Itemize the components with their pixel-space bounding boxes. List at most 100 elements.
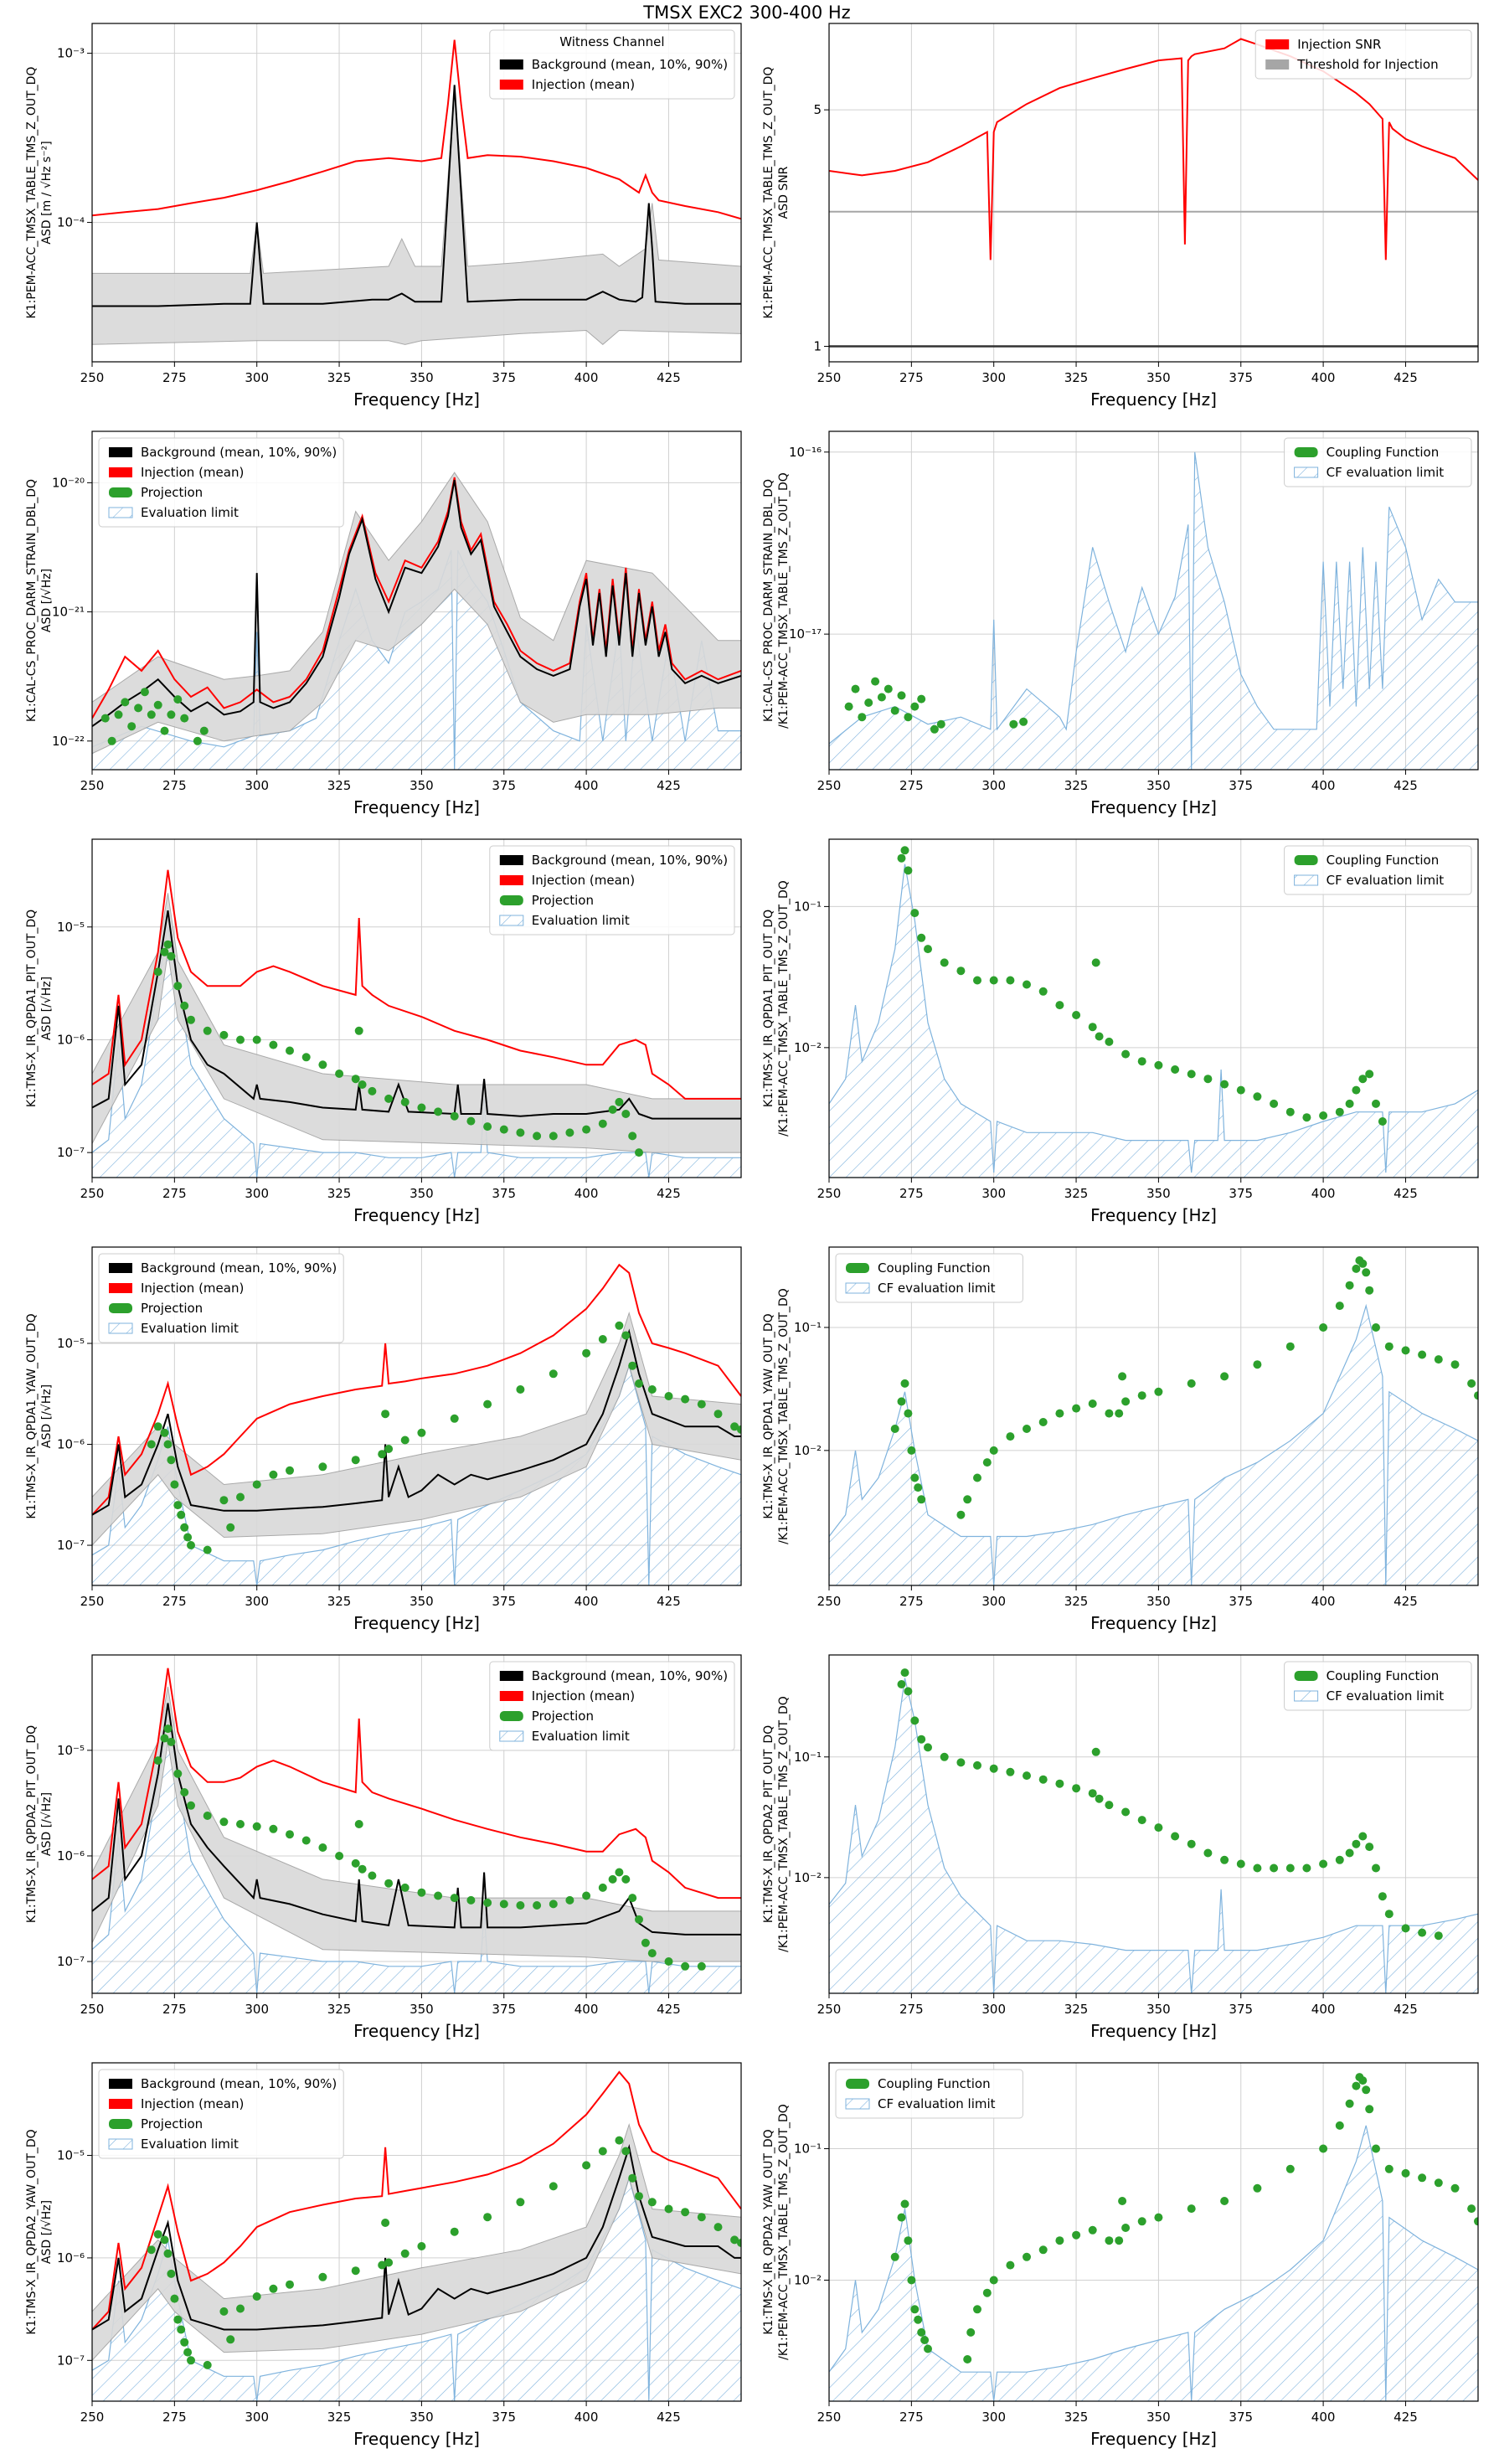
projection-point xyxy=(582,1891,591,1900)
y-tick-label: 10⁻¹ xyxy=(794,1750,822,1765)
coupling-point xyxy=(1253,2183,1262,2193)
y-axis-label: K1:TMS-X_IR_QPDA1_PIT_OUT_DQ ASD [/√Hz] xyxy=(25,910,54,1107)
panel-qpda2-pit-cf: 250 275 300 325 350 375 400 425 10⁻² 10⁻¹ Frequenc… xyxy=(762,1654,1479,2041)
legend-entry: Background (mean, 10%, 90%) xyxy=(141,1260,337,1276)
coupling-point xyxy=(890,2252,899,2261)
projection-point xyxy=(450,2227,459,2236)
coupling-point xyxy=(956,1510,966,1519)
coupling-point xyxy=(1352,2081,1361,2090)
legend-swatch xyxy=(499,80,523,90)
x-tick-label: 325 xyxy=(327,2410,352,2425)
coupling-point xyxy=(1345,1281,1354,1290)
coupling-point xyxy=(1253,1360,1262,1369)
coupling-point xyxy=(1319,1111,1328,1120)
x-tick-label: 300 xyxy=(981,2410,1006,2425)
coupling-point xyxy=(1203,1848,1213,1858)
coupling-point xyxy=(1006,1767,1015,1776)
plot-area xyxy=(829,451,1478,770)
coupling-point xyxy=(1319,1323,1328,1332)
x-tick-label: 375 xyxy=(492,1594,516,1609)
coupling-point xyxy=(924,1743,932,1752)
x-tick-label: 425 xyxy=(657,778,681,793)
legend: Background (mean, 10%, 90%) Injection (me… xyxy=(489,1661,735,1751)
projection-point xyxy=(664,1957,673,1966)
coupling-point xyxy=(1285,1107,1295,1116)
projection-point xyxy=(351,1456,360,1465)
x-tick-label: 400 xyxy=(574,370,599,385)
projection-point xyxy=(252,2292,261,2301)
legend-swatch xyxy=(1294,1690,1319,1702)
x-tick-label: 300 xyxy=(981,1594,1006,1609)
coupling-point xyxy=(1038,1775,1048,1784)
projection-point xyxy=(647,2198,657,2207)
coupling-point xyxy=(1187,2204,1196,2214)
y-axis-label-line2: ASD [/√Hz] xyxy=(40,977,54,1040)
coupling-point xyxy=(1450,2183,1460,2193)
plot-area xyxy=(829,1256,1478,1585)
projection-point xyxy=(417,1888,426,1897)
projection-point xyxy=(549,1369,558,1379)
x-tick-label: 250 xyxy=(80,1594,105,1609)
projection-point xyxy=(121,698,130,707)
legend-swatch xyxy=(1265,39,1290,49)
projection-point xyxy=(269,1470,278,1479)
x-tick-label: 325 xyxy=(1064,1186,1089,1201)
coupling-point xyxy=(1203,1075,1213,1084)
x-tick-label: 350 xyxy=(1146,1594,1171,1609)
legend-swatch xyxy=(109,2119,132,2129)
x-tick-label: 350 xyxy=(1146,2002,1171,2017)
x-tick-label: 250 xyxy=(80,778,105,793)
legend-entry: Injection (mean) xyxy=(532,873,635,888)
y-axis-label-line2: /K1:PEM-ACC_TMSX_TABLE_TMS_Z_OUT_DQ xyxy=(777,1288,791,1544)
coupling-point xyxy=(897,1680,906,1688)
injection-line xyxy=(92,39,741,220)
projection-point xyxy=(187,2356,195,2365)
legend-box xyxy=(1284,437,1472,487)
projection-point xyxy=(177,1510,186,1519)
coupling-point xyxy=(1401,2168,1410,2178)
x-tick-label: 350 xyxy=(410,2410,434,2425)
coupling-point xyxy=(1372,2144,1380,2153)
projection-point xyxy=(236,1820,245,1828)
coupling-point xyxy=(1088,1789,1097,1798)
projection-point xyxy=(681,2208,690,2217)
x-tick-label: 425 xyxy=(657,2002,681,2017)
panel-qpda2-pit: 250 275 300 325 350 375 400 425 10⁻⁷ 10⁻⁶ 10⁻⁵ Freq… xyxy=(25,1654,742,2041)
projection-point xyxy=(466,1895,476,1905)
coupling-point xyxy=(907,2276,916,2285)
projection-point xyxy=(187,1015,195,1024)
legend-swatch xyxy=(109,467,132,477)
x-tick-label: 425 xyxy=(1394,778,1418,793)
projection-point xyxy=(269,2284,278,2293)
coupling-point xyxy=(956,967,966,976)
projection-point xyxy=(635,1915,643,1924)
coupling-point xyxy=(1401,1924,1410,1933)
x-tick-label: 325 xyxy=(327,370,352,385)
legend-swatch xyxy=(499,1711,523,1721)
legend-swatch xyxy=(846,1263,869,1273)
evaluation-limit xyxy=(829,451,1478,770)
legend-box xyxy=(1284,1661,1472,1711)
coupling-point xyxy=(1378,1892,1387,1901)
x-tick-label: 275 xyxy=(162,370,187,385)
legend-entry: Threshold for Injection xyxy=(1296,57,1438,72)
coupling-point xyxy=(930,724,939,734)
evaluation-limit xyxy=(829,1678,1478,1993)
legend-entry: Injection SNR xyxy=(1297,37,1381,52)
projection-point xyxy=(565,1895,574,1905)
legend: Background (mean, 10%, 90%) Injection (me… xyxy=(489,845,735,936)
x-tick-label: 300 xyxy=(981,778,1006,793)
projection-point xyxy=(635,1148,643,1157)
legend-entry: Projection xyxy=(532,893,594,908)
projection-point xyxy=(170,2294,179,2303)
legend-title: Witness Channel xyxy=(559,34,664,49)
projection-point xyxy=(565,1128,574,1137)
coupling-point xyxy=(1105,1409,1114,1418)
y-tick-label: 10⁻²² xyxy=(52,734,85,749)
coupling-point xyxy=(1006,2260,1015,2270)
plot-frame xyxy=(91,1246,742,1586)
x-tick-label: 275 xyxy=(899,2002,924,2017)
legend-entry: CF evaluation limit xyxy=(878,2096,996,2111)
x-tick-label: 350 xyxy=(1146,370,1171,385)
background-line xyxy=(92,2143,741,2331)
